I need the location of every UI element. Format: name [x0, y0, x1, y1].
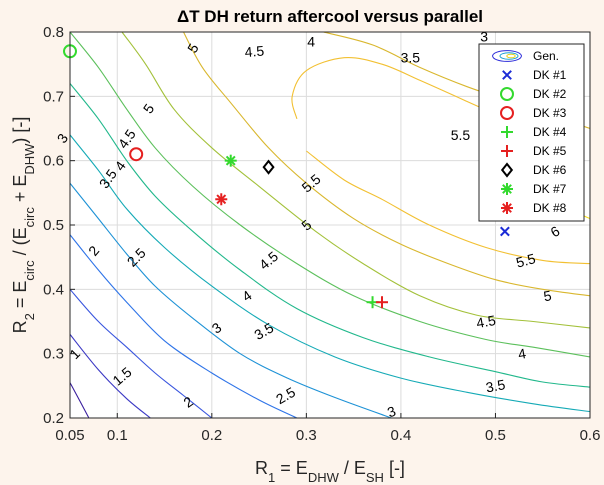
x-axis-ticks: 0.05 0.1 0.2 0.3 0.4 0.5 0.6 [55, 413, 600, 444]
point-dk-5 [376, 296, 388, 309]
contour-line-5-5 [291, 56, 496, 120]
y-tick-label: 0.8 [43, 24, 64, 41]
x-tick-label: 0.5 [485, 427, 506, 444]
legend-entry: DK #8 [501, 201, 567, 215]
contour-line-5-5 [306, 150, 590, 265]
y-axis-label: R2 = Ecirc / (Ecirc + EDHW) [-] [10, 117, 37, 334]
point-dk-8 [215, 193, 228, 206]
y-tick-label: 0.4 [43, 281, 64, 298]
y-tick-label: 0.5 [43, 217, 64, 234]
legend: Gen. DK #1 DK #2 DK #3 DK #4 DK #5 DK #6 DK #7 D… [478, 43, 585, 222]
legend-label: DK #8 [533, 201, 567, 215]
legend-label: DK #1 [533, 68, 567, 82]
contour-label: 4.5 [475, 312, 497, 331]
legend-entry: DK #7 [501, 182, 567, 196]
marker-asterisk [501, 183, 513, 195]
contour-line-1 [70, 334, 151, 418]
legend-entry: DK #3 [500, 106, 567, 120]
point-dk-3 [129, 147, 144, 162]
contour-label: 4 [307, 34, 315, 50]
contour-label: 4.5 [244, 42, 265, 60]
contour-label: 3 [54, 130, 72, 146]
contour-line-4 [70, 32, 590, 358]
contour-line-5 [183, 32, 590, 297]
contour-line-2 [70, 234, 298, 418]
marker-asterisk [501, 202, 513, 214]
marker-diamond [500, 162, 514, 178]
legend-box [478, 43, 585, 222]
contour-label: 5 [542, 287, 553, 304]
contour-lines [70, 32, 590, 418]
y-tick-label: 0.2 [43, 410, 64, 427]
point-dk-6 [262, 159, 275, 175]
marker-circle [500, 87, 514, 101]
y-tick-label: 0.7 [43, 88, 64, 105]
x-tick-label: 0.1 [107, 427, 128, 444]
chart-title: ΔT DH return aftercool versus parallel [177, 7, 483, 26]
contour-line-1-5 [70, 288, 213, 418]
legend-label: DK #5 [533, 144, 567, 158]
y-axis-ticks: 0.2 0.3 0.4 0.5 0.6 0.7 0.8 [43, 24, 75, 427]
legend-entry: DK #5 [501, 144, 567, 158]
point-dk-7 [224, 154, 237, 167]
legend-entry: DK #1 [502, 68, 567, 82]
contour-label: 5.5 [514, 250, 537, 271]
legend-label: DK #6 [533, 163, 567, 177]
contour-line-3-5 [70, 83, 590, 388]
point-dk-1 [500, 226, 510, 237]
marker-plus [501, 126, 513, 138]
legend-label: DK #2 [533, 87, 567, 101]
data-points [63, 44, 510, 309]
contour-label: 3 [480, 29, 488, 45]
marker-x [502, 70, 512, 80]
legend-entry: DK #4 [501, 125, 567, 139]
y-tick-label: 0.3 [43, 346, 64, 363]
contour-line-0-5 [70, 382, 90, 418]
x-tick-label: 0.05 [55, 427, 84, 444]
x-tick-label: 0.3 [296, 427, 317, 444]
legend-label: DK #4 [533, 125, 567, 139]
contour-line-2-5 [70, 182, 392, 418]
marker-circle [500, 106, 514, 120]
contour-label: 3.5 [401, 50, 421, 66]
legend-label: DK #7 [533, 182, 567, 196]
contour-label: 4 [517, 345, 528, 362]
contour-label: 3.5 [484, 376, 506, 395]
x-tick-label: 0.2 [201, 427, 222, 444]
marker-plus [501, 145, 513, 157]
legend-label: Gen. [533, 49, 559, 63]
legend-entry: DK #6 [500, 162, 567, 178]
legend-entry: DK #2 [500, 87, 567, 101]
x-tick-label: 0.4 [390, 427, 411, 444]
legend-label: DK #3 [533, 106, 567, 120]
x-tick-label: 0.6 [580, 427, 601, 444]
y-tick-label: 0.6 [43, 153, 64, 170]
contour-line-3 [70, 134, 590, 413]
x-axis-label: R1 = EDHW / ESH [-] [255, 458, 405, 485]
marker-ellipse [492, 50, 522, 62]
contour-label: 5.5 [451, 127, 471, 143]
contour-line-4-5 [121, 32, 590, 329]
legend-entry: Gen. [492, 49, 559, 63]
